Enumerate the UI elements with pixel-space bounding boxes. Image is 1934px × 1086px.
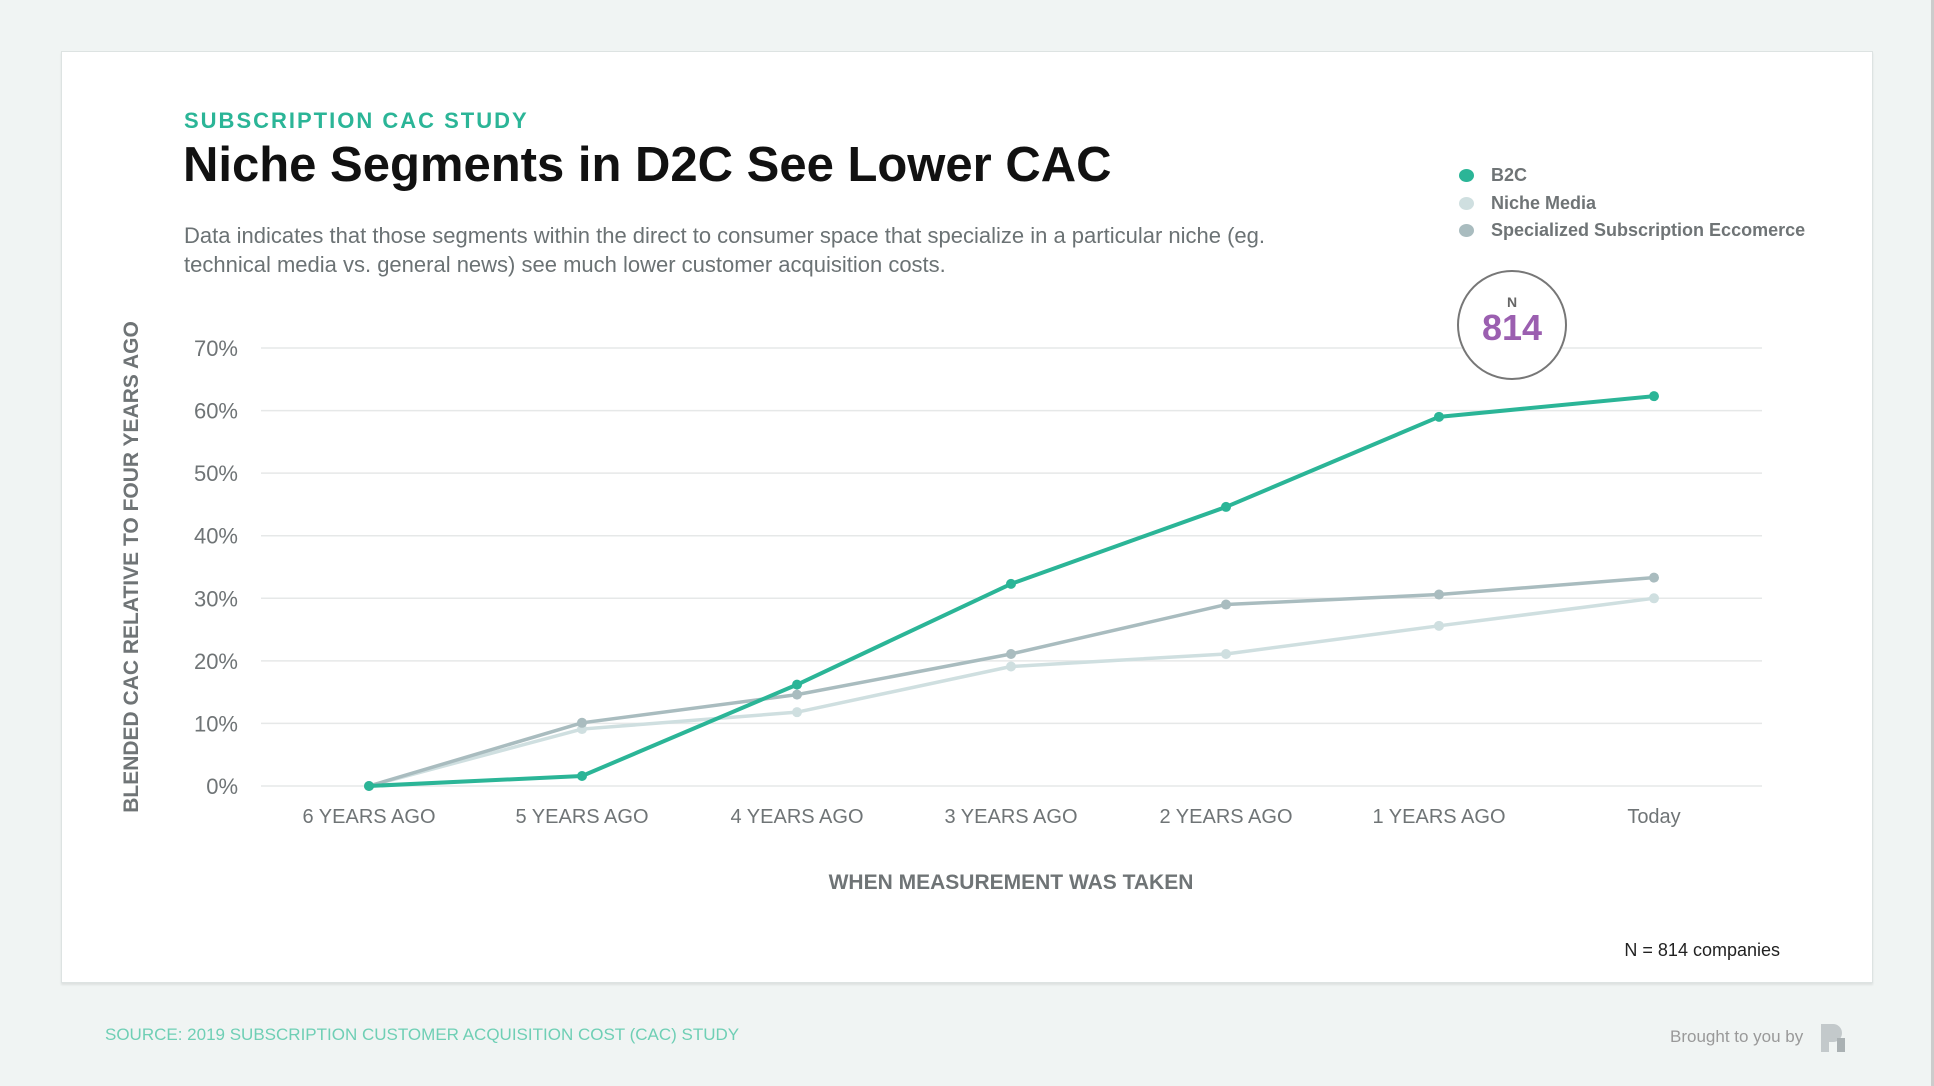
data-point bbox=[792, 689, 802, 700]
data-point bbox=[1221, 599, 1231, 610]
data-point bbox=[1434, 411, 1444, 422]
x-tick-label: 2 YEARS AGO bbox=[1159, 806, 1292, 828]
legend: B2C Niche Media Specialized Subscription… bbox=[1459, 162, 1805, 245]
scrollbar[interactable] bbox=[1931, 0, 1934, 1086]
x-tick-label: Today bbox=[1627, 806, 1680, 828]
legend-label: B2C bbox=[1491, 165, 1528, 186]
data-point bbox=[1221, 501, 1231, 512]
y-tick-label: 60% bbox=[194, 399, 238, 424]
y-tick-label: 70% bbox=[194, 336, 238, 361]
kicker: SUBSCRIPTION CAC STUDY bbox=[184, 108, 529, 133]
brought-label: Brought to you by bbox=[1670, 1027, 1804, 1046]
y-tick-label: 10% bbox=[194, 711, 238, 736]
series-line-niche-media bbox=[368, 596, 1655, 788]
data-point bbox=[792, 707, 802, 718]
legend-dot-icon bbox=[1459, 169, 1474, 183]
y-tick-label: 40% bbox=[194, 524, 238, 549]
badge-value: 814 bbox=[1481, 307, 1543, 348]
brought-to-you-by[interactable]: Brought to you by bbox=[1670, 1020, 1849, 1054]
data-point bbox=[1221, 648, 1231, 659]
legend-item-b2c[interactable]: B2C bbox=[1459, 162, 1805, 190]
profitwell-logo-icon[interactable] bbox=[1817, 1020, 1849, 1054]
description: Data indicates that those segments withi… bbox=[184, 223, 1266, 277]
data-point bbox=[1006, 578, 1016, 589]
data-point bbox=[1434, 589, 1444, 600]
badge-label: N bbox=[1506, 294, 1518, 310]
legend-dot-icon bbox=[1459, 196, 1474, 210]
y-tick-label: 0% bbox=[206, 774, 238, 799]
sample-size-badge: N 814 bbox=[1457, 270, 1567, 380]
data-point bbox=[1006, 661, 1016, 672]
page-title: Niche Segments in D2C See Lower CAC bbox=[183, 138, 1112, 192]
legend-item-specialized[interactable]: Specialized Subscription Eccomerce bbox=[1459, 217, 1805, 245]
data-point bbox=[1649, 572, 1659, 583]
legend-label: Niche Media bbox=[1491, 192, 1597, 213]
data-point bbox=[1006, 648, 1016, 659]
series-line-specialized-subscription-eccomerce bbox=[368, 575, 1655, 788]
x-tick-label: 5 YEARS AGO bbox=[515, 806, 648, 828]
x-tick-label: 6 YEARS AGO bbox=[302, 806, 435, 828]
data-point bbox=[1434, 620, 1444, 631]
data-point bbox=[792, 679, 802, 690]
x-tick-label: 4 YEARS AGO bbox=[730, 806, 863, 828]
chart-card bbox=[61, 51, 1873, 983]
data-point bbox=[1649, 593, 1659, 604]
x-tick-label: 3 YEARS AGO bbox=[944, 806, 1077, 828]
y-tick-label: 30% bbox=[194, 586, 238, 611]
x-axis-label: WHEN MEASUREMENT WAS TAKEN bbox=[828, 871, 1194, 894]
sample-note: N = 814 companies bbox=[1624, 940, 1780, 960]
legend-dot-icon bbox=[1459, 224, 1474, 238]
data-point bbox=[1649, 391, 1659, 402]
data-point bbox=[577, 717, 587, 728]
y-axis-label: BLENDED CAC RELATIVE TO FOUR YEARS AGO bbox=[120, 321, 143, 813]
y-tick-label: 20% bbox=[194, 649, 238, 674]
source-text: SOURCE: 2019 SUBSCRIPTION CUSTOMER ACQUI… bbox=[105, 1025, 740, 1044]
data-point bbox=[364, 781, 374, 791]
x-tick-label: 1 YEARS AGO bbox=[1372, 806, 1505, 828]
y-tick-label: 50% bbox=[194, 461, 238, 486]
data-point bbox=[577, 770, 587, 781]
legend-item-niche-media[interactable]: Niche Media bbox=[1459, 190, 1805, 218]
legend-label: Specialized Subscription Eccomerce bbox=[1491, 220, 1806, 241]
